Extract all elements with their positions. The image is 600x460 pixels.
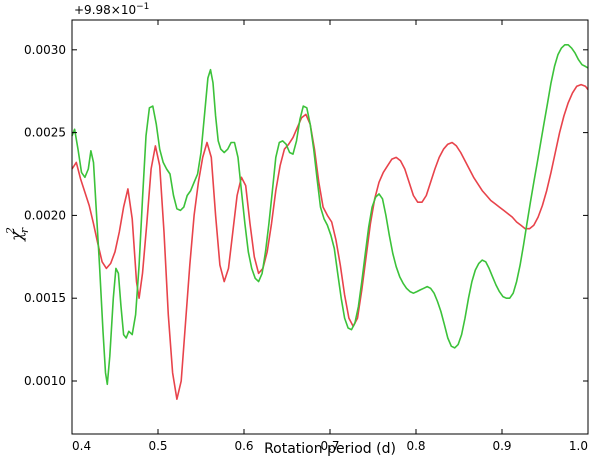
y-offset-label: +9.98×10−1: [74, 2, 149, 17]
y-axis-ticks: 0.0010 0.0015 0.0020 0.0025 0.0030: [24, 43, 588, 388]
x-tick-label-1: 0.5: [148, 439, 167, 453]
y-tick-label-4: 0.0030: [24, 43, 66, 57]
y-axis-label: χ2r: [4, 227, 31, 242]
y-tick-label-2: 0.0020: [24, 208, 66, 222]
y-axis-label-chi: χ: [7, 230, 26, 242]
y-offset-exponent: −1: [136, 2, 149, 12]
y-tick-label-0: 0.0010: [24, 374, 66, 388]
series-layer: [71, 43, 589, 401]
plot-frame: [71, 19, 589, 435]
y-tick-label-1: 0.0015: [24, 291, 66, 305]
svg-text:χ2r: χ2r: [4, 227, 31, 242]
x-tick-label-3: 0.7: [320, 439, 339, 453]
y-axis-label-sub: r: [18, 227, 31, 233]
x-axis-ticks: 0.4 0.5 0.6 0.7 0.8 0.9 1.0: [71, 20, 589, 453]
y-axis-label-sup: 2: [4, 227, 17, 235]
y-tick-label-3: 0.0025: [24, 126, 66, 140]
x-tick-label-4: 0.8: [406, 439, 425, 453]
x-tick-label-6: 1.0: [569, 439, 588, 453]
y-offset-text: +9.98×10: [74, 3, 136, 17]
x-tick-label-0: 0.4: [72, 439, 91, 453]
series-line-2: [71, 43, 589, 386]
x-tick-label-5: 0.9: [492, 439, 511, 453]
x-tick-label-2: 0.6: [234, 439, 253, 453]
series-line-1: [71, 83, 589, 401]
x-axis-label: Rotation period (d): [264, 441, 396, 457]
